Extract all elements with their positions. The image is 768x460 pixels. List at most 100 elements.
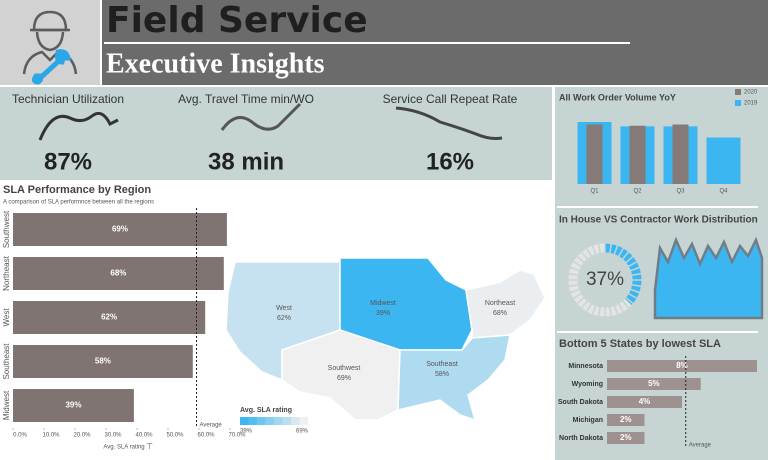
- category-label: Northeast: [2, 255, 11, 290]
- donut-gap: [575, 254, 586, 264]
- donut-gap: [629, 266, 641, 272]
- legend-gradient: [291, 417, 300, 425]
- bar: [13, 301, 206, 334]
- donut-gap: [630, 283, 643, 288]
- x-axis-label: Avg. SLA rating: [103, 445, 144, 451]
- category-label: South Dakota: [558, 399, 603, 406]
- average-label: Average: [689, 443, 712, 449]
- donut-gap: [621, 250, 631, 261]
- map-region: [397, 334, 511, 422]
- kpi-value: 16%: [426, 148, 474, 175]
- donut-gap: [571, 260, 583, 268]
- x-tick-label: 60.0%: [197, 433, 215, 439]
- region-name: Northeast: [485, 300, 515, 307]
- chart-title: SLA Performance by Region: [3, 184, 151, 196]
- x-tick-label: 10.0%: [42, 433, 60, 439]
- value-label: 68%: [110, 269, 126, 278]
- donut-gap: [575, 296, 586, 306]
- legend-stop: 39%: [240, 429, 253, 435]
- bar: [672, 124, 689, 184]
- donut-gap: [579, 299, 589, 310]
- region-name: Midwest: [370, 300, 396, 307]
- donut-arc: [604, 243, 642, 305]
- kpi-panel: [0, 87, 552, 180]
- x-tick-label: 0.0%: [13, 433, 27, 439]
- legend-title: Avg. SLA rating: [240, 407, 292, 414]
- chart-title: Bottom 5 States by lowest SLA: [559, 338, 721, 350]
- bar: [629, 125, 646, 184]
- sparkline: [38, 111, 119, 141]
- category-label: Southwest: [2, 210, 11, 248]
- donut-gap: [579, 250, 589, 261]
- donut-gap: [567, 272, 580, 277]
- region-value: 62%: [277, 315, 291, 322]
- dashboard-subtitle: Executive Insights: [106, 48, 325, 79]
- map-region: [281, 329, 401, 421]
- legend-gradient: [257, 417, 266, 425]
- donut-gap: [597, 305, 602, 318]
- donut-gap: [624, 296, 635, 306]
- category-label: Wyoming: [572, 381, 603, 388]
- chart-title: In House VS Contractor Work Distribution: [559, 215, 758, 226]
- legend-label: 2020: [744, 90, 758, 96]
- category-label: Southeast: [2, 343, 11, 380]
- sparkline: [395, 106, 503, 140]
- sparkline: [220, 102, 302, 131]
- kpi-label: Technician Utilization: [12, 92, 124, 106]
- bar: [13, 257, 224, 290]
- bar: [13, 389, 134, 422]
- category-label: Midwest: [2, 390, 11, 420]
- donut-gap: [569, 288, 581, 294]
- donut-gap: [627, 292, 639, 300]
- donut-gap: [567, 283, 580, 288]
- kpi-value: 38 min: [208, 148, 284, 175]
- value-label: 5%: [648, 379, 660, 388]
- category-label: Michigan: [573, 417, 603, 424]
- x-tick-label: 20.0%: [73, 433, 91, 439]
- bar: [13, 213, 227, 246]
- area-sparkline: [653, 236, 764, 320]
- donut-gap: [629, 288, 641, 294]
- legend-gradient: [299, 417, 308, 425]
- donut-gap: [613, 244, 619, 256]
- chart-title: All Work Order Volume YoY: [559, 92, 676, 102]
- region-name: Southeast: [426, 361, 458, 368]
- donut-gap: [627, 260, 639, 268]
- bar: [607, 360, 757, 372]
- x-tick-label: 50.0%: [166, 433, 184, 439]
- legend-swatch: [735, 89, 741, 95]
- value-label: 62%: [101, 313, 117, 322]
- donut-gap: [608, 305, 613, 318]
- legend-stop: 69%: [296, 429, 309, 435]
- value-label: 2%: [620, 433, 632, 442]
- value-label: 39%: [65, 401, 81, 410]
- bar: [706, 137, 741, 184]
- legend-gradient: [240, 417, 249, 425]
- x-tick-label: Q2: [633, 189, 642, 195]
- region-value: 69%: [337, 375, 351, 382]
- donut-gap: [630, 272, 643, 277]
- donut-gap: [617, 246, 625, 258]
- value-label: 8%: [676, 361, 688, 370]
- legend-gradient: [248, 417, 257, 425]
- map-region: [465, 269, 546, 339]
- value-label: 58%: [95, 357, 111, 366]
- donut-gap: [613, 304, 619, 316]
- x-tick-label: 70.0%: [228, 433, 246, 439]
- bar: [607, 414, 645, 426]
- x-tick-label: Q4: [719, 189, 728, 195]
- region-name: West: [276, 305, 292, 312]
- donut-gap: [585, 302, 593, 314]
- value-label: 2%: [620, 415, 632, 424]
- legend-gradient: [265, 417, 274, 425]
- kpi-label: Avg. Travel Time min/WO: [178, 92, 314, 106]
- donut-gap: [569, 266, 581, 272]
- x-tick-label: 30.0%: [104, 433, 122, 439]
- bar: [607, 432, 645, 444]
- kpi-value: 87%: [44, 148, 92, 175]
- average-label: Average: [200, 423, 223, 429]
- technician-icon: [22, 10, 78, 75]
- chart-subtitle: A comparison of SLA performnce between a…: [3, 200, 154, 206]
- bar: [586, 124, 603, 184]
- donut-gap: [591, 304, 597, 316]
